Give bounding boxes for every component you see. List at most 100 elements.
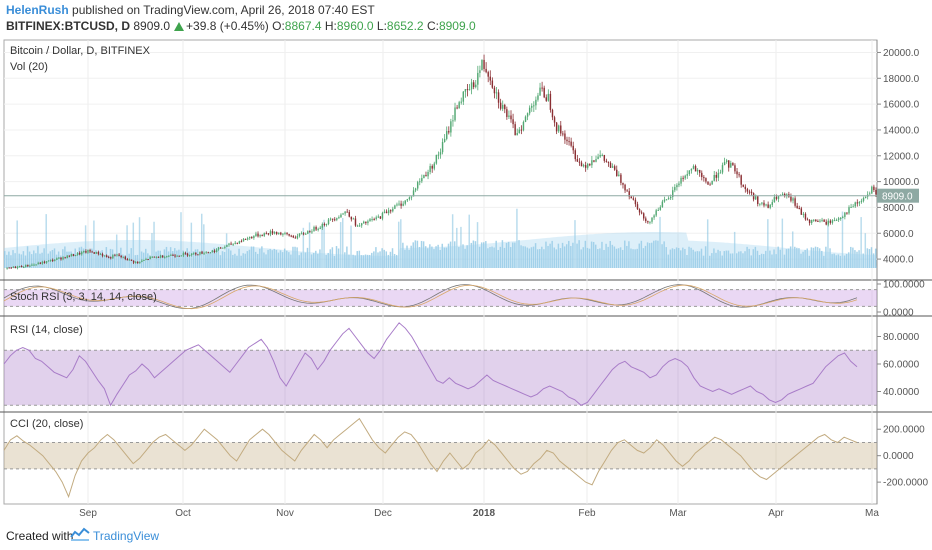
volume-bar — [669, 249, 672, 268]
candle-body — [404, 200, 406, 204]
volume-bar — [483, 242, 485, 268]
price-tick-label: 14000.0 — [883, 125, 920, 136]
volume-bar — [605, 243, 607, 268]
volume-bar — [555, 249, 558, 268]
candle-body — [408, 197, 411, 200]
candle-body — [27, 264, 29, 267]
volume-bar — [781, 218, 784, 268]
volume-bar — [487, 248, 489, 268]
candle-body — [265, 233, 268, 235]
volume-bar — [582, 247, 585, 268]
candle-body — [549, 93, 552, 110]
candle-body — [248, 236, 251, 239]
time-axis-label: Mar — [669, 508, 687, 519]
volume-bar — [677, 248, 680, 268]
author-link[interactable]: HelenRush — [6, 3, 69, 17]
candle-body — [251, 236, 253, 238]
candle-body — [504, 104, 506, 110]
candle-body — [655, 210, 657, 216]
candle-body — [45, 261, 48, 263]
volume-bar — [698, 251, 701, 268]
volume-bar — [624, 240, 626, 268]
candle-body — [750, 191, 753, 194]
candle-body — [155, 256, 158, 258]
volume-bar — [263, 252, 265, 268]
candle-body — [632, 198, 635, 200]
low-value: 8652.2 — [386, 19, 424, 33]
volume-bar — [319, 249, 321, 268]
candle-body — [528, 107, 531, 114]
volume-bar — [115, 234, 118, 268]
candle-body — [16, 266, 19, 269]
volume-bar — [559, 248, 562, 268]
price-tick-label: 10000.0 — [883, 177, 920, 188]
volume-bar — [82, 248, 85, 268]
candle-body — [149, 256, 151, 260]
volume-bar — [814, 246, 817, 268]
rsi-pane: 80.0000 60.0000 40.0000 — [3, 322, 920, 407]
candle-body — [18, 265, 21, 267]
candle-body — [485, 68, 487, 73]
volume-bar — [190, 222, 193, 268]
volume-bar — [493, 247, 495, 268]
volume-bar — [441, 243, 444, 268]
candle-body — [110, 257, 112, 259]
volume-bar — [78, 247, 81, 268]
candle-body — [269, 231, 272, 235]
candle-body — [553, 117, 556, 123]
volume-bar — [95, 250, 97, 268]
volume-bar — [719, 251, 721, 268]
volume-pane-title: Vol (20) — [10, 61, 48, 73]
tradingview-link[interactable]: TradingView — [93, 529, 160, 543]
volume-bar — [841, 211, 844, 268]
candle-body — [844, 212, 846, 217]
candle-body — [599, 154, 601, 157]
candle-body — [696, 169, 699, 172]
volume-bar — [472, 240, 475, 268]
candle-body — [688, 170, 691, 175]
candle-body — [29, 265, 31, 267]
volume-bar — [167, 251, 170, 268]
volume-bar — [740, 251, 742, 268]
volume-bar — [128, 253, 130, 268]
candle-body — [240, 241, 243, 243]
volume-bar — [512, 242, 514, 268]
volume-bar — [711, 253, 713, 268]
candle-body — [842, 216, 844, 218]
volume-bar — [522, 246, 524, 268]
candle-body — [145, 259, 147, 261]
volume-bar — [744, 251, 746, 268]
volume-bar — [646, 242, 649, 268]
volume-bar — [524, 246, 526, 268]
volume-bar — [621, 249, 624, 268]
candle-body — [516, 133, 518, 136]
candle-body — [161, 255, 164, 258]
candle-body — [848, 207, 850, 214]
chart-canvas[interactable]: 20000.0 18000.0 16000.0 14000.0 12000.0 10000… — [0, 36, 932, 522]
candle-body — [317, 228, 319, 230]
volume-bar — [530, 247, 533, 268]
candle-body — [25, 264, 27, 268]
candle-body — [81, 252, 83, 255]
candle-body — [402, 203, 404, 206]
candle-body — [667, 198, 670, 200]
volume-bar — [576, 243, 578, 268]
volume-bar — [211, 250, 213, 268]
volume-bar — [33, 250, 35, 268]
time-axis-label: Sep — [79, 508, 97, 519]
volume-bar — [292, 246, 294, 268]
volume-bar — [613, 246, 616, 268]
volume-bar — [356, 251, 358, 268]
candle-body — [385, 211, 388, 214]
candle-body — [431, 166, 433, 169]
last-price-badge — [877, 188, 919, 203]
volume-bar — [628, 241, 630, 268]
volume-bar — [505, 242, 508, 268]
candle-body — [869, 193, 871, 195]
volume-bar — [275, 249, 278, 268]
volume-bar — [400, 219, 402, 268]
candle-body — [427, 171, 429, 177]
volume-bar — [821, 250, 823, 268]
volume-bar — [439, 249, 441, 268]
volume-bar — [337, 248, 340, 268]
